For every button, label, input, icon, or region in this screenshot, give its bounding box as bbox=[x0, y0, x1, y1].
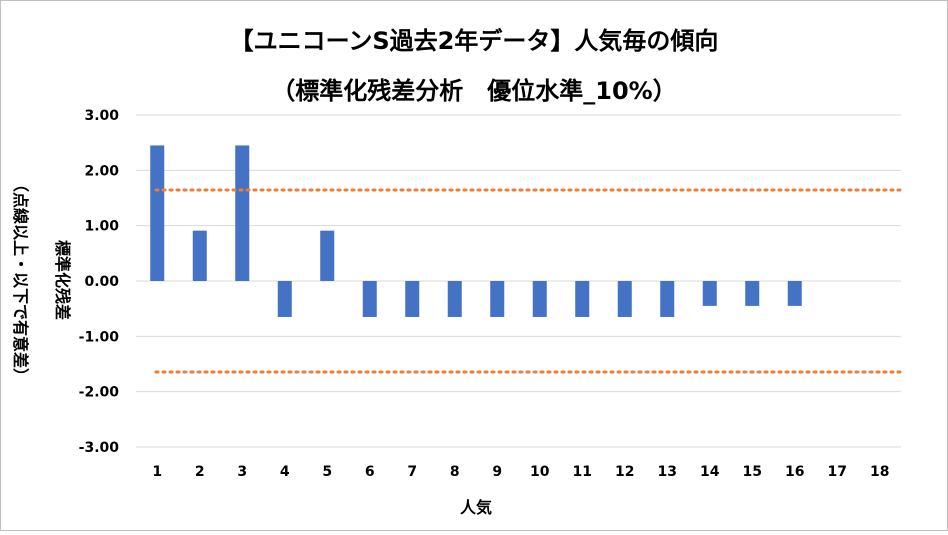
bar bbox=[787, 281, 802, 306]
bar bbox=[235, 145, 250, 281]
x-tick-label: 12 bbox=[615, 464, 634, 480]
x-tick-label: 14 bbox=[700, 464, 720, 480]
x-tick-label: 7 bbox=[407, 464, 417, 480]
bar bbox=[575, 281, 590, 317]
y-tick-label: 2.00 bbox=[84, 163, 119, 179]
x-tick-label: 15 bbox=[743, 464, 762, 480]
x-tick-label: 8 bbox=[450, 464, 460, 480]
y-axis-title-note: （点線以上・以下で有意差） bbox=[11, 176, 30, 384]
bar bbox=[320, 230, 335, 281]
y-tick-label: 3.00 bbox=[84, 108, 119, 124]
x-tick-label: 11 bbox=[573, 464, 592, 480]
y-tick-label: 1.00 bbox=[84, 219, 119, 235]
y-tick-label: -1.00 bbox=[79, 329, 120, 345]
threshold-lines bbox=[154, 188, 903, 374]
y-tick-label: -2.00 bbox=[79, 385, 120, 401]
chart-title: 【ユニコーンS過去2年データ】人気毎の傾向 （標準化残差分析 優位水準_10%） bbox=[230, 27, 719, 105]
x-tick-label: 10 bbox=[530, 464, 550, 480]
x-axis-title: 人気 bbox=[460, 498, 492, 517]
bar bbox=[447, 281, 462, 317]
gridlines bbox=[136, 114, 901, 448]
bar bbox=[277, 281, 292, 317]
bar bbox=[192, 230, 207, 281]
y-axis-title: 標準化残差 bbox=[53, 240, 72, 320]
bar bbox=[150, 145, 165, 281]
x-tick-label: 3 bbox=[237, 464, 247, 480]
x-tick-label: 13 bbox=[658, 464, 677, 480]
bar bbox=[702, 281, 717, 306]
bar bbox=[660, 281, 675, 317]
chart-title-line-2: （標準化残差分析 優位水準_10%） bbox=[271, 77, 676, 105]
bar bbox=[362, 281, 377, 317]
y-tick-label: 0.00 bbox=[84, 274, 119, 290]
x-tick-label: 9 bbox=[492, 464, 502, 480]
y-tick-label: -3.00 bbox=[79, 440, 120, 456]
bar bbox=[617, 281, 632, 317]
x-tick-label: 18 bbox=[870, 464, 889, 480]
x-tick-label: 1 bbox=[152, 464, 162, 480]
x-tick-label: 5 bbox=[322, 464, 332, 480]
chart-title-line-1: 【ユニコーンS過去2年データ】人気毎の傾向 bbox=[230, 27, 719, 55]
bar bbox=[490, 281, 505, 317]
bar bbox=[405, 281, 420, 317]
x-tick-label: 6 bbox=[365, 464, 375, 480]
x-tick-label: 16 bbox=[785, 464, 804, 480]
x-tick-label: 2 bbox=[195, 464, 205, 480]
x-tick-label: 17 bbox=[828, 464, 847, 480]
bar bbox=[745, 281, 760, 306]
x-axis-ticks: 1 2 3 4 5 6 7 8 9 10 11 12 13 14 15 16 17 18 bbox=[152, 464, 889, 480]
bars bbox=[150, 145, 802, 317]
x-tick-label: 4 bbox=[280, 464, 290, 480]
y-axis-ticks: 3.00 2.00 1.00 0.00 -1.00 -2.00 -3.00 bbox=[79, 108, 120, 456]
bar bbox=[532, 281, 547, 317]
